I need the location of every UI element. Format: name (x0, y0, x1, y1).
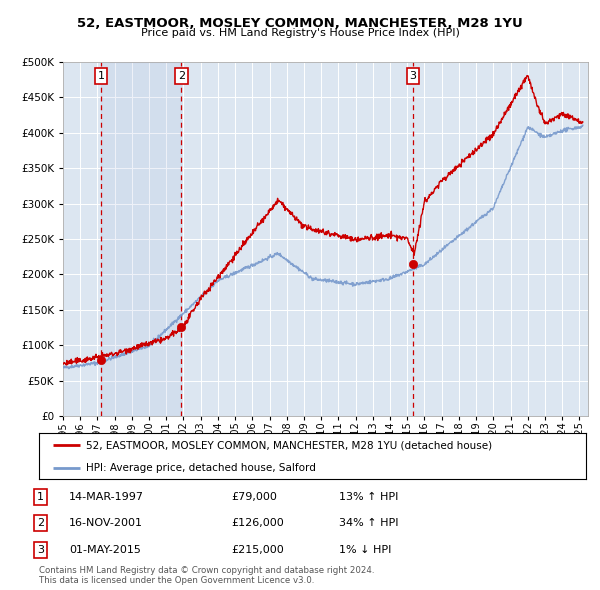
Text: 34% ↑ HPI: 34% ↑ HPI (339, 519, 398, 528)
Text: 2: 2 (37, 519, 44, 528)
Text: 1% ↓ HPI: 1% ↓ HPI (339, 545, 391, 555)
Text: £215,000: £215,000 (231, 545, 284, 555)
Text: Contains HM Land Registry data © Crown copyright and database right 2024.: Contains HM Land Registry data © Crown c… (39, 566, 374, 575)
Text: 52, EASTMOOR, MOSLEY COMMON, MANCHESTER, M28 1YU (detached house): 52, EASTMOOR, MOSLEY COMMON, MANCHESTER,… (86, 441, 491, 451)
Text: Price paid vs. HM Land Registry's House Price Index (HPI): Price paid vs. HM Land Registry's House … (140, 28, 460, 38)
Text: 13% ↑ HPI: 13% ↑ HPI (339, 492, 398, 502)
Text: £126,000: £126,000 (231, 519, 284, 528)
Text: 1: 1 (37, 492, 44, 502)
Text: 16-NOV-2001: 16-NOV-2001 (69, 519, 143, 528)
Text: 3: 3 (409, 71, 416, 81)
Text: 01-MAY-2015: 01-MAY-2015 (69, 545, 141, 555)
Text: This data is licensed under the Open Government Licence v3.0.: This data is licensed under the Open Gov… (39, 576, 314, 585)
Bar (101, 62, 181, 416)
Text: 52, EASTMOOR, MOSLEY COMMON, MANCHESTER, M28 1YU: 52, EASTMOOR, MOSLEY COMMON, MANCHESTER,… (77, 17, 523, 30)
Text: 3: 3 (37, 545, 44, 555)
Text: £79,000: £79,000 (231, 492, 277, 502)
Text: 2: 2 (178, 71, 185, 81)
Text: HPI: Average price, detached house, Salford: HPI: Average price, detached house, Salf… (86, 463, 316, 473)
Text: 14-MAR-1997: 14-MAR-1997 (69, 492, 144, 502)
Text: 1: 1 (97, 71, 104, 81)
